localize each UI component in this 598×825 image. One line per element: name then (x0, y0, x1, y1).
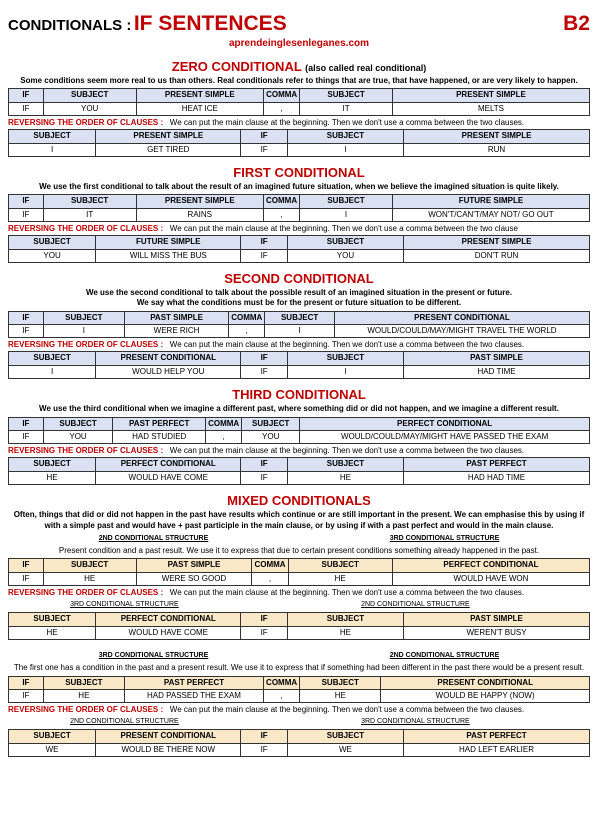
mixed-title: MIXED CONDITIONALS (8, 493, 590, 508)
first-title: FIRST CONDITIONAL (8, 165, 590, 180)
mixed-struct-1: 2ND CONDITIONAL STRUCTURE3RD CONDITIONAL… (8, 533, 590, 544)
zero-title: ZERO CONDITIONAL (also called real condi… (8, 59, 590, 74)
title-main: IF SENTENCES (134, 12, 287, 35)
zero-table-2: SUBJECTPRESENT SIMPLEIFSUBJECTPRESENT SI… (8, 129, 590, 157)
third-reverse-note: REVERSING THE ORDER OF CLAUSES : We can … (8, 446, 590, 455)
second-reverse-note: REVERSING THE ORDER OF CLAUSES : We can … (8, 340, 590, 349)
mixed-d1: Present condition and a past result. We … (8, 546, 590, 556)
mixed-table-2: SUBJECTPERFECT CONDITIONALIFSUBJECTPAST … (8, 612, 590, 640)
page-header: CONDITIONALS : IF SENTENCES B2 (8, 12, 590, 36)
second-table-2: SUBJECTPRESENT CONDITIONALIFSUBJECTPAST … (8, 351, 590, 379)
second-table-1: IFSUBJECTPAST SIMPLECOMMASUBJECTPRESENT … (8, 311, 590, 339)
mixed-table-3: IFSUBJECTPAST PERFECTCOMMASUBJECTPRESENT… (8, 676, 590, 704)
mixed-d3: The first one has a condition in the pas… (8, 663, 590, 673)
third-title: THIRD CONDITIONAL (8, 387, 590, 402)
second-desc: We use the second conditional to talk ab… (8, 288, 590, 309)
third-desc: We use the third conditional when we ima… (8, 404, 590, 414)
title-prefix: CONDITIONALS : (8, 17, 131, 34)
website-link: aprendeinglesenleganes.com (8, 38, 590, 49)
mixed-struct-2: 3RD CONDITIONAL STRUCTURE2ND CONDITIONAL… (8, 599, 590, 610)
first-table-2: SUBJECTFUTURE SIMPLEIFSUBJECTPRESENT SIM… (8, 235, 590, 263)
mixed-struct-3: 3RD CONDITIONAL STRUCTURE2ND CONDITIONAL… (8, 650, 590, 661)
mixed-desc: Often, things that did or did not happen… (8, 510, 590, 531)
first-reverse-note: REVERSING THE ORDER OF CLAUSES : We can … (8, 224, 590, 233)
mixed-table-1: IFSUBJECTPAST SIMPLECOMMASUBJECTPERFECT … (8, 558, 590, 586)
level-badge: B2 (563, 12, 590, 36)
mixed-struct-4: 2ND CONDITIONAL STRUCTURE3RD CONDITIONAL… (8, 716, 590, 727)
zero-table-1: IFSUBJECTPRESENT SIMPLECOMMASUBJECTPRESE… (8, 88, 590, 116)
mixed-reverse-1: REVERSING THE ORDER OF CLAUSES : We can … (8, 588, 590, 597)
third-table-2: SUBJECTPERFECT CONDITIONALIFSUBJECTPAST … (8, 457, 590, 485)
zero-desc: Some conditions seem more real to us tha… (8, 76, 590, 86)
first-desc: We use the first conditional to talk abo… (8, 182, 590, 192)
first-table-1: IFSUBJECTPRESENT SIMPLECOMMASUBJECTFUTUR… (8, 194, 590, 222)
mixed-table-4: SUBJECTPRESENT CONDITIONALIFSUBJECTPAST … (8, 729, 590, 757)
third-table-1: IFSUBJECTPAST PERFECTCOMMASUBJECTPERFECT… (8, 417, 590, 445)
mixed-reverse-2: REVERSING THE ORDER OF CLAUSES : We can … (8, 705, 590, 714)
second-title: SECOND CONDITIONAL (8, 271, 590, 286)
zero-reverse-note: REVERSING THE ORDER OF CLAUSES : We can … (8, 118, 590, 127)
